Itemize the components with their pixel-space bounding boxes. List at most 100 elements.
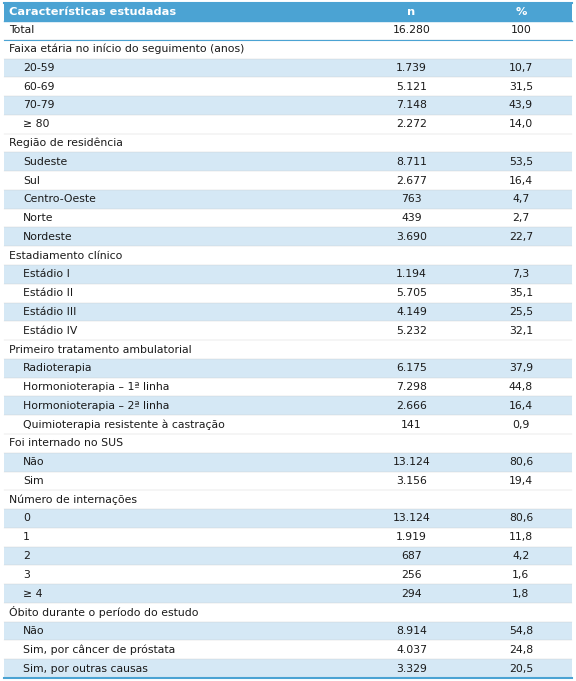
Bar [4,622,572,640]
Bar [4,434,572,453]
Text: Sim, por outras causas: Sim, por outras causas [23,663,148,674]
Text: 1,6: 1,6 [512,570,529,580]
Text: Estádio I: Estádio I [23,270,70,279]
Text: Hormonioterapia – 2ª linha: Hormonioterapia – 2ª linha [23,401,169,411]
Text: 16.280: 16.280 [393,25,430,35]
Bar [4,190,572,208]
Text: 1: 1 [23,533,30,542]
Text: 37,9: 37,9 [509,363,533,373]
Bar [4,396,572,415]
Text: Estádio IV: Estádio IV [23,326,77,336]
Text: 13.124: 13.124 [393,513,430,524]
Text: 3.156: 3.156 [396,476,427,486]
Text: 80,6: 80,6 [509,457,533,467]
Bar [4,208,572,227]
Text: 3: 3 [23,570,30,580]
Text: 22,7: 22,7 [509,232,533,242]
Text: 2.677: 2.677 [396,176,427,185]
Text: 80,6: 80,6 [509,513,533,524]
Bar [4,490,572,509]
Text: 24,8: 24,8 [509,645,533,655]
Text: Sim: Sim [23,476,44,486]
Text: 25,5: 25,5 [509,307,533,317]
Text: Faixa etária no início do seguimento (anos): Faixa etária no início do seguimento (an… [9,44,244,54]
Text: Sudeste: Sudeste [23,157,67,167]
Text: 4.037: 4.037 [396,645,427,655]
Text: 8.711: 8.711 [396,157,427,167]
Bar [4,603,572,622]
Text: 2.666: 2.666 [396,401,427,411]
Bar [4,565,572,584]
Bar [4,302,572,321]
Text: 44,8: 44,8 [509,382,533,392]
Text: Radioterapia: Radioterapia [23,363,93,373]
Bar [4,584,572,603]
Text: 3.329: 3.329 [396,663,427,674]
Text: Sul: Sul [23,176,40,185]
Text: 5.121: 5.121 [396,82,427,92]
Text: Número de internações: Número de internações [9,494,137,505]
Text: Não: Não [23,626,44,636]
Bar [4,59,572,78]
Bar [4,659,572,678]
Bar [4,378,572,396]
Text: 7.298: 7.298 [396,382,427,392]
Text: 35,1: 35,1 [509,288,533,298]
Bar [4,640,572,659]
Text: 3.690: 3.690 [396,232,427,242]
Bar [4,359,572,378]
Text: 7,3: 7,3 [512,270,529,279]
Bar [4,133,572,153]
Text: 4,2: 4,2 [512,551,529,561]
Text: Primeiro tratamento ambulatorial: Primeiro tratamento ambulatorial [9,345,192,355]
Text: 60-69: 60-69 [23,82,55,92]
Text: Norte: Norte [23,213,54,223]
Text: 687: 687 [401,551,422,561]
Text: Quimioterapia resistente à castração: Quimioterapia resistente à castração [23,419,225,430]
Bar [4,453,572,471]
Text: Estádio II: Estádio II [23,288,73,298]
Text: 294: 294 [401,588,422,599]
Bar [4,415,572,434]
Text: 2: 2 [23,551,30,561]
Text: 5.705: 5.705 [396,288,427,298]
Text: 70-79: 70-79 [23,101,55,110]
Text: 7.148: 7.148 [396,101,427,110]
Text: 53,5: 53,5 [509,157,533,167]
Text: 1.919: 1.919 [396,533,427,542]
Bar [4,471,572,490]
Text: ≥ 80: ≥ 80 [23,119,50,129]
Text: 6.175: 6.175 [396,363,427,373]
Bar [4,96,572,115]
Text: 100: 100 [510,25,531,35]
Bar [4,3,572,21]
Text: 14,0: 14,0 [509,119,533,129]
Text: 763: 763 [401,194,422,204]
Text: 439: 439 [401,213,422,223]
Text: Estádio III: Estádio III [23,307,77,317]
Text: 11,8: 11,8 [509,533,533,542]
Text: 19,4: 19,4 [509,476,533,486]
Text: 5.232: 5.232 [396,326,427,336]
Bar [4,340,572,359]
Text: 141: 141 [401,419,422,430]
Bar [4,115,572,133]
Bar [4,547,572,565]
Text: 10,7: 10,7 [509,63,533,73]
Text: 256: 256 [401,570,422,580]
Text: 54,8: 54,8 [509,626,533,636]
Bar [4,78,572,96]
Text: 8.914: 8.914 [396,626,427,636]
Text: 2.272: 2.272 [396,119,427,129]
Text: 1.739: 1.739 [396,63,427,73]
Text: Centro-Oeste: Centro-Oeste [23,194,96,204]
Text: n: n [407,7,416,17]
Text: Não: Não [23,457,44,467]
Text: Hormonioterapia – 1ª linha: Hormonioterapia – 1ª linha [23,382,169,392]
Text: 1.194: 1.194 [396,270,427,279]
Text: 16,4: 16,4 [509,176,533,185]
Text: 32,1: 32,1 [509,326,533,336]
Text: 13.124: 13.124 [393,457,430,467]
Text: Foi internado no SUS: Foi internado no SUS [9,439,123,448]
Text: ≥ 4: ≥ 4 [23,588,43,599]
